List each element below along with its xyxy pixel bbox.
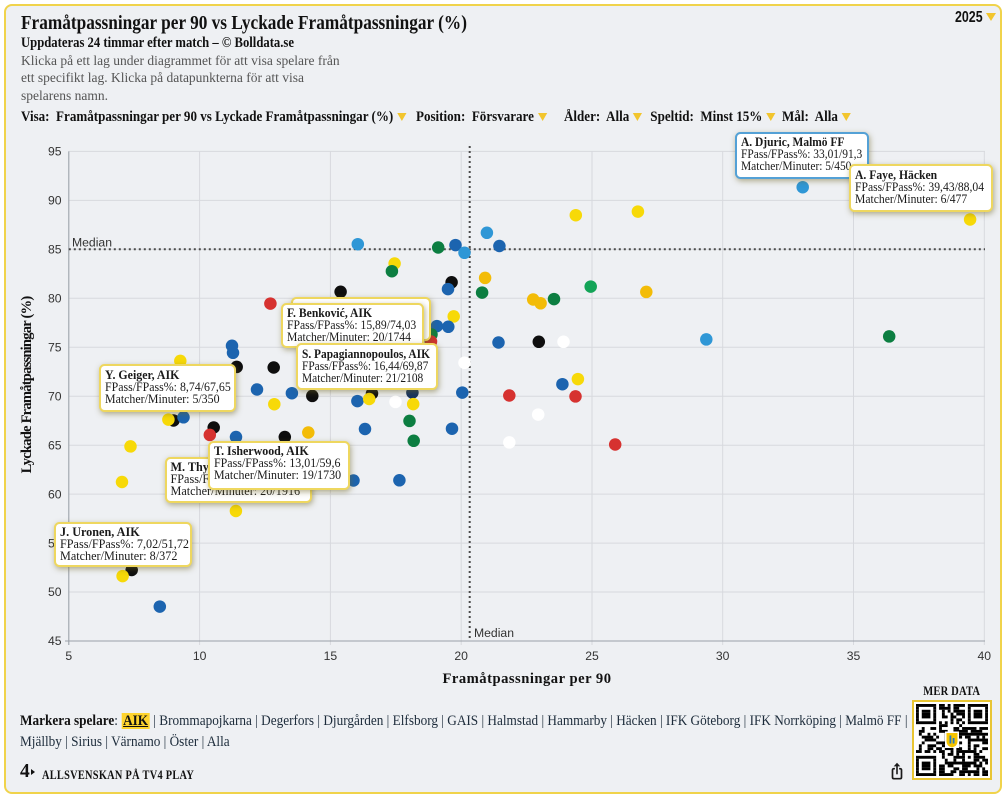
svg-text:40: 40	[978, 649, 992, 663]
svg-text:25: 25	[585, 649, 599, 663]
svg-text:90: 90	[48, 194, 62, 208]
svg-text:Lyckade Framåtpassningar (%): Lyckade Framåtpassningar (%)	[19, 296, 35, 474]
svg-text:85: 85	[48, 243, 62, 257]
svg-text:80: 80	[48, 292, 62, 306]
svg-text:20: 20	[454, 649, 468, 663]
svg-text:15: 15	[324, 649, 338, 663]
svg-text:65: 65	[48, 438, 62, 452]
svg-text:35: 35	[847, 649, 861, 663]
svg-text:Framåtpassningar per 90: Framåtpassningar per 90	[442, 671, 611, 687]
svg-text:75: 75	[48, 340, 62, 354]
svg-text:30: 30	[716, 649, 730, 663]
svg-text:70: 70	[48, 389, 62, 403]
svg-text:5: 5	[65, 649, 72, 663]
svg-text:10: 10	[193, 649, 207, 663]
svg-text:Median: Median	[72, 236, 112, 250]
svg-text:50: 50	[48, 585, 62, 599]
svg-text:95: 95	[48, 145, 62, 159]
svg-text:45: 45	[48, 634, 62, 648]
svg-text:Median: Median	[474, 626, 514, 640]
svg-text:60: 60	[48, 487, 62, 501]
